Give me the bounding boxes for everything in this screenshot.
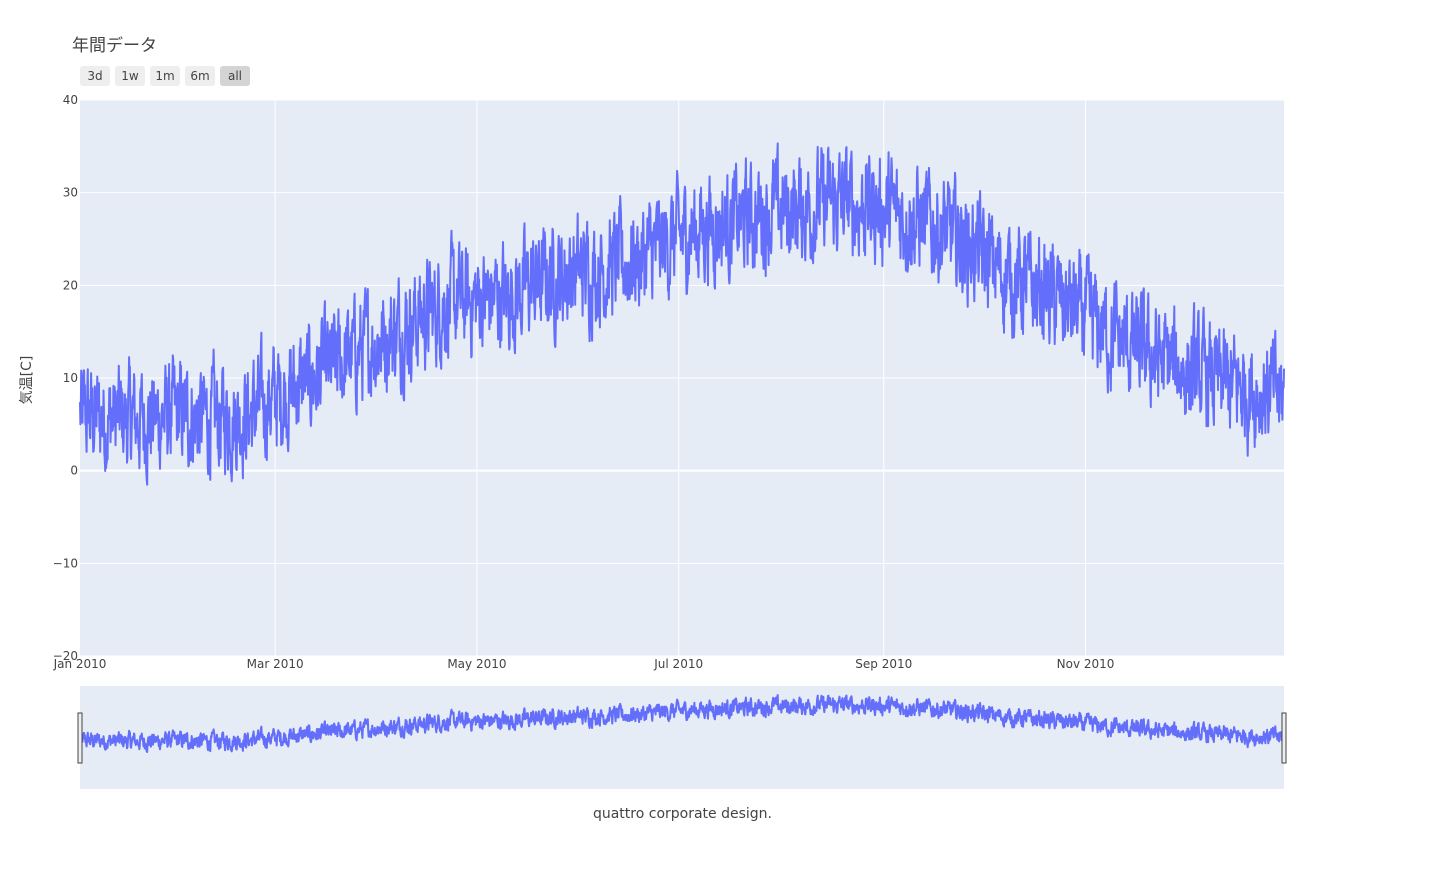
range-button-1w[interactable]: 1w	[115, 66, 145, 86]
x-tick-label: Nov 2010	[1057, 657, 1115, 671]
y-axis-label: 気温[C]	[19, 355, 35, 405]
range-button-1m[interactable]: 1m	[150, 66, 180, 86]
x-tick-label: Sep 2010	[855, 657, 912, 671]
range-slider-right-handle[interactable]	[1281, 712, 1287, 764]
footer-note: quattro corporate design.	[592, 806, 773, 822]
range-slider[interactable]	[80, 686, 1284, 789]
temperature-series-line	[79, 142, 1285, 486]
y-tick-label: 20	[63, 278, 78, 292]
range-slider-series-line	[79, 694, 1285, 753]
y-tick-label: 0	[70, 464, 78, 478]
x-tick-label: Jan 2010	[53, 657, 107, 671]
x-tick-label: Jul 2010	[653, 657, 703, 671]
y-tick-label: 10	[63, 371, 78, 385]
x-tick-label: Mar 2010	[247, 657, 304, 671]
range-slider-left-handle[interactable]	[77, 712, 83, 764]
y-tick-label: −20	[53, 649, 78, 663]
y-tick-label: −10	[53, 556, 78, 570]
range-button-6m[interactable]: 6m	[185, 66, 215, 86]
x-tick-label: May 2010	[447, 657, 506, 671]
chart-title: 年間データ	[72, 36, 157, 56]
y-tick-label: 30	[63, 186, 78, 200]
range-button-all[interactable]: all	[220, 66, 250, 86]
y-tick-label: 40	[63, 93, 78, 107]
x-axis: Jan 2010 Mar 2010 May 2010 Jul 2010 Sep 2010…	[53, 657, 1115, 671]
y-axis: 40 30 20 10 0 −10 −20	[53, 93, 78, 663]
range-button-3d[interactable]: 3d	[80, 66, 110, 86]
